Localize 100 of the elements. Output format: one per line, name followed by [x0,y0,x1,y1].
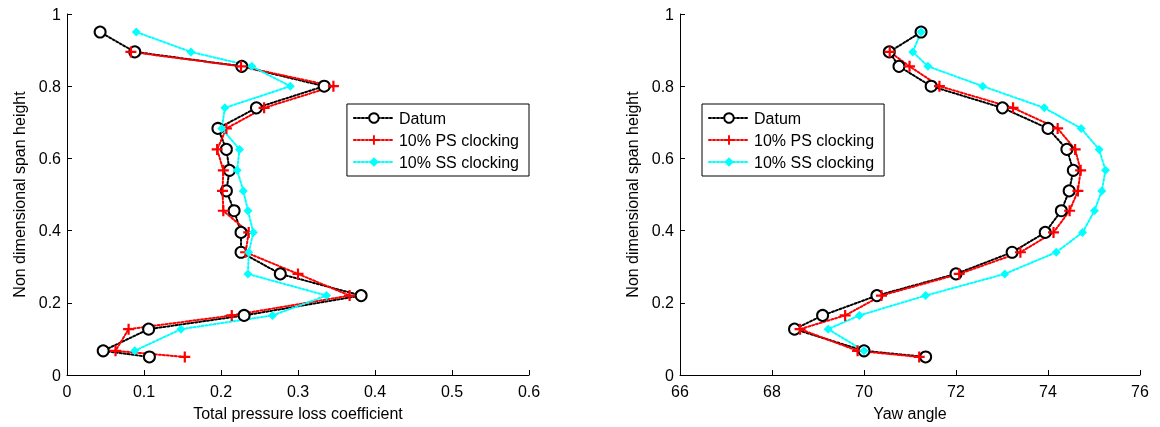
point [1014,246,1026,258]
y-tick-label: 0.2 [38,294,62,312]
point [219,142,233,156]
point [1066,163,1080,177]
point [1052,122,1064,134]
point [1005,245,1019,259]
point [913,351,925,363]
point [1075,164,1087,176]
point [823,324,833,334]
y-tick-label: 0.8 [38,77,62,95]
point [244,247,254,257]
point [249,101,263,115]
y-tick-label: 0.8 [651,77,675,95]
point [130,346,140,356]
point [1062,184,1076,198]
point [220,103,230,113]
x-tick-label: 76 [1131,382,1149,400]
y-tick-label: 0.6 [651,149,675,167]
y-tick-label: 1 [52,5,62,23]
point [273,267,287,281]
point [1069,143,1081,155]
point [186,47,196,57]
point [285,81,295,91]
point [243,269,253,279]
point [892,59,906,73]
x-tick-label: 66 [671,382,689,400]
point [125,46,137,58]
x-tick-label: 74 [1039,382,1057,400]
point [1078,227,1087,237]
point [344,290,356,302]
x-axis-title: Yaw angle [873,404,947,422]
y-tick-label: 0 [52,366,62,384]
point [921,291,931,301]
point [923,61,933,71]
point [217,205,229,217]
point [978,81,988,91]
x-tick-label: 68 [763,382,781,400]
point [317,79,331,93]
x-tick-label: 0.6 [517,382,541,400]
point [1060,142,1074,156]
point [1048,226,1060,238]
point [238,186,248,196]
point [933,80,945,92]
point [234,144,244,154]
legend-label: Datum [754,109,802,127]
y-axis-title: Non dimensional span height [623,90,641,298]
point [237,308,251,322]
point [131,27,141,37]
point [1007,102,1019,114]
point [354,289,368,303]
point [217,185,229,197]
point [93,25,107,39]
point [110,345,122,357]
x-axis-title: Total pressure loss coefficient [193,404,404,422]
point [1054,204,1068,218]
point [1000,269,1010,279]
point [96,344,110,358]
point [258,102,270,114]
point [292,268,304,280]
point [1097,186,1107,196]
point [226,309,238,321]
x-tick-label: 72 [947,382,965,400]
legend-label: 10% PS clocking [754,131,875,149]
point [243,206,253,216]
y-tick-label: 0.2 [651,294,675,312]
point [247,61,257,71]
point [227,204,241,218]
point [1089,206,1099,216]
legend-label: 10% SS clocking [398,153,519,171]
point [875,290,887,302]
y-tick-label: 0.4 [38,222,62,240]
point [217,123,227,133]
point [854,310,864,320]
x-tick-label: 0.4 [363,382,387,400]
point [321,291,331,301]
x-tick-label: 0.1 [132,382,156,400]
legend-label: Datum [398,109,447,127]
point [1051,247,1061,257]
y-tick-label: 0.6 [38,149,62,167]
point [232,165,242,175]
point [924,79,938,93]
y-tick-label: 0.4 [651,222,675,240]
point [327,80,339,92]
point [1076,123,1086,133]
point [211,143,223,155]
point [1039,103,1049,113]
point [995,101,1009,115]
point [1101,165,1110,175]
point [179,351,191,363]
point [142,350,156,364]
point [904,60,916,72]
point [1094,144,1104,154]
x-tick-label: 0.5 [440,382,464,400]
point [268,310,278,320]
point [794,323,806,335]
point [908,47,918,57]
point [1064,205,1076,217]
y-tick-label: 1 [665,5,675,23]
y-axis-title: Non dimensional span height [11,90,29,298]
x-tick-label: 70 [855,382,873,400]
